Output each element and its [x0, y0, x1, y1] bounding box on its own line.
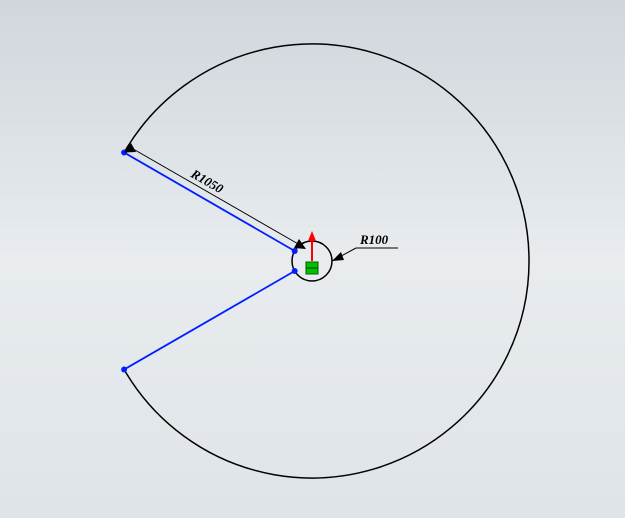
edge-line-lower[interactable]	[124, 271, 295, 370]
endpoint-lower-outer[interactable]	[121, 367, 127, 373]
dimension-r-outer: R1050	[124, 143, 306, 249]
dimension-r-inner: R100	[332, 232, 398, 261]
cad-sketch-canvas: R1050 R100	[0, 0, 625, 518]
dimension-r-inner-label: R100	[359, 232, 389, 247]
outer-arc	[124, 44, 529, 478]
edge-line-upper[interactable]	[124, 153, 295, 252]
endpoint-upper-inner[interactable]	[292, 248, 298, 254]
origin-marker	[306, 231, 318, 274]
endpoint-lower-inner[interactable]	[292, 268, 298, 274]
